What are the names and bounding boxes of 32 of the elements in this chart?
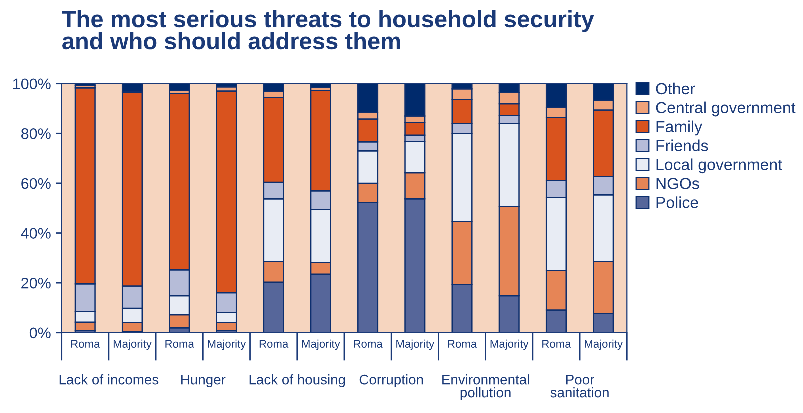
x-tick-label: Roma [260, 340, 289, 348]
y-tick-label: 80% [22, 128, 51, 140]
text: Corruption [360, 374, 424, 388]
x-tick-label: Majority [302, 340, 340, 350]
legend-label: Local government [656, 158, 782, 174]
legend-label: Other [656, 82, 696, 95]
legend-label: Police [656, 196, 698, 208]
y-tick-label: 60% [22, 178, 51, 190]
x-tick-label: Majority [585, 340, 624, 350]
x-tick-label: Roma [354, 340, 383, 348]
text: Poor sanitation [550, 375, 609, 398]
chart-title: The most serious threats to household security and who should address them [62, 10, 594, 50]
text: Lack of incomes [60, 374, 159, 385]
x-tick-label: Roma [448, 340, 478, 348]
x-tick-label: Roma [166, 340, 194, 348]
legend-label: Family [656, 120, 703, 136]
legend-label: Central government [656, 102, 796, 117]
x-tick-label: Majority [208, 340, 246, 350]
y-tick-label: 40% [21, 228, 51, 239]
legend-label: NGOs [656, 178, 700, 190]
text: Hunger [182, 375, 226, 388]
legend-label: Friends [656, 140, 708, 152]
y-tick-label: 20% [22, 278, 51, 289]
y-tick-label: 100% [14, 78, 51, 90]
x-tick-label: Majority [114, 340, 152, 350]
x-tick-label: Roma [542, 340, 572, 348]
x-tick-label: Roma [71, 340, 100, 348]
x-tick-label: Majority [490, 340, 529, 350]
text: Environmental pollution [442, 374, 530, 400]
text: Lack of housing [250, 374, 346, 388]
x-tick-label: Majority [396, 340, 435, 350]
y-tick-label: 0% [30, 328, 51, 339]
